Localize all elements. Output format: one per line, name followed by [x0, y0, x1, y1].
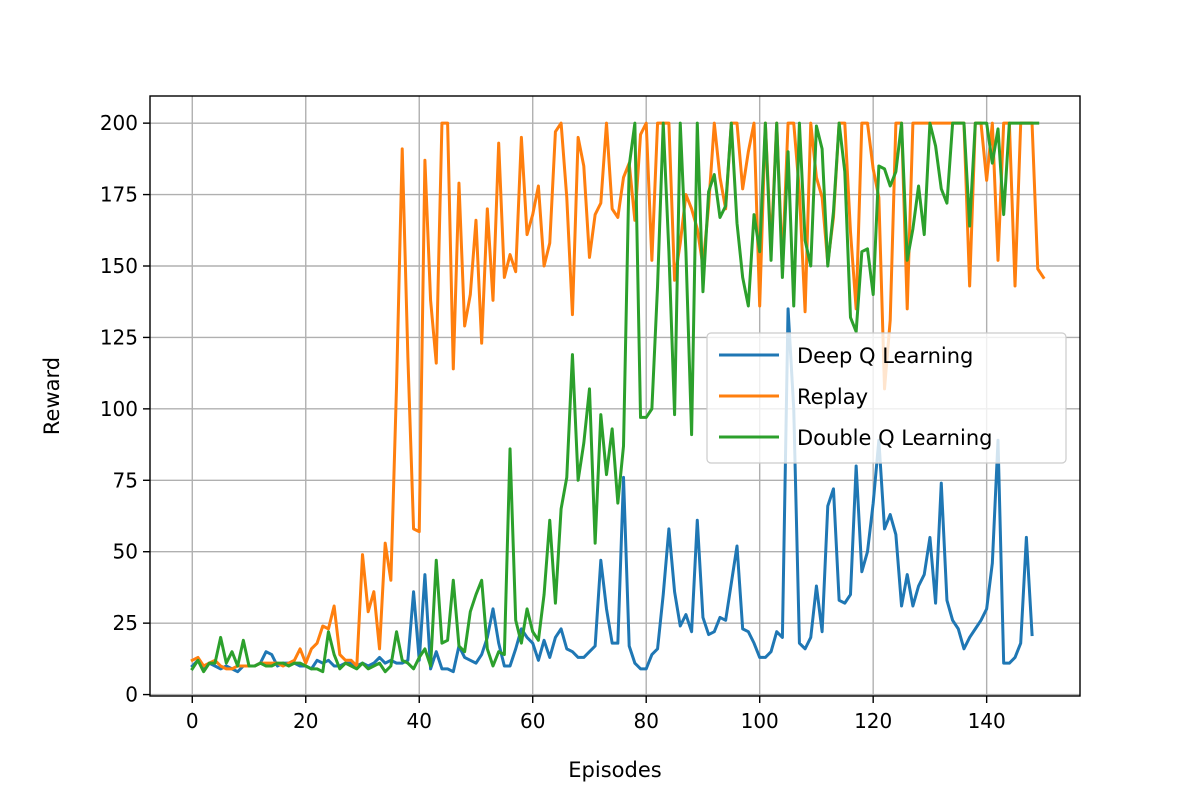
x-tick-label: 20 [293, 709, 318, 733]
series-line-1 [190, 307, 1034, 674]
legend-label: Deep Q Learning [797, 344, 973, 368]
y-tick-label: 75 [113, 468, 138, 492]
y-tick-label: 150 [100, 254, 138, 278]
x-tick-label: 60 [520, 709, 545, 733]
y-tick-label: 0 [125, 683, 138, 707]
series-lines [190, 121, 1046, 674]
x-axis-title: Episodes [568, 758, 661, 782]
x-tick-label: 100 [741, 709, 779, 733]
y-tick-label: 25 [113, 611, 138, 635]
legend-label: Double Q Learning [797, 426, 992, 450]
legend: Deep Q Learning Replay Double Q Learning [706, 332, 1067, 464]
y-tick-label: 100 [100, 397, 138, 421]
y-tick-label: 200 [100, 111, 138, 135]
legend-label: Replay [797, 385, 868, 409]
x-axis-ticks: 0 20 40 60 80 100 120 140 [186, 696, 1006, 733]
x-tick-label: 120 [854, 709, 892, 733]
legend-box [706, 332, 1067, 464]
x-tick-label: 0 [186, 709, 199, 733]
y-axis-title: Reward [40, 357, 64, 435]
x-tick-label: 140 [968, 709, 1006, 733]
series-line-3 [190, 121, 1040, 674]
y-tick-label: 175 [100, 183, 138, 207]
y-tick-label: 50 [113, 540, 138, 564]
x-tick-label: 40 [407, 709, 432, 733]
y-tick-label: 125 [100, 325, 138, 349]
x-tick-label: 80 [633, 709, 658, 733]
plot-area-frame [149, 95, 1081, 697]
y-axis-ticks: 0 25 50 75 100 125 150 175 200 [100, 111, 150, 707]
